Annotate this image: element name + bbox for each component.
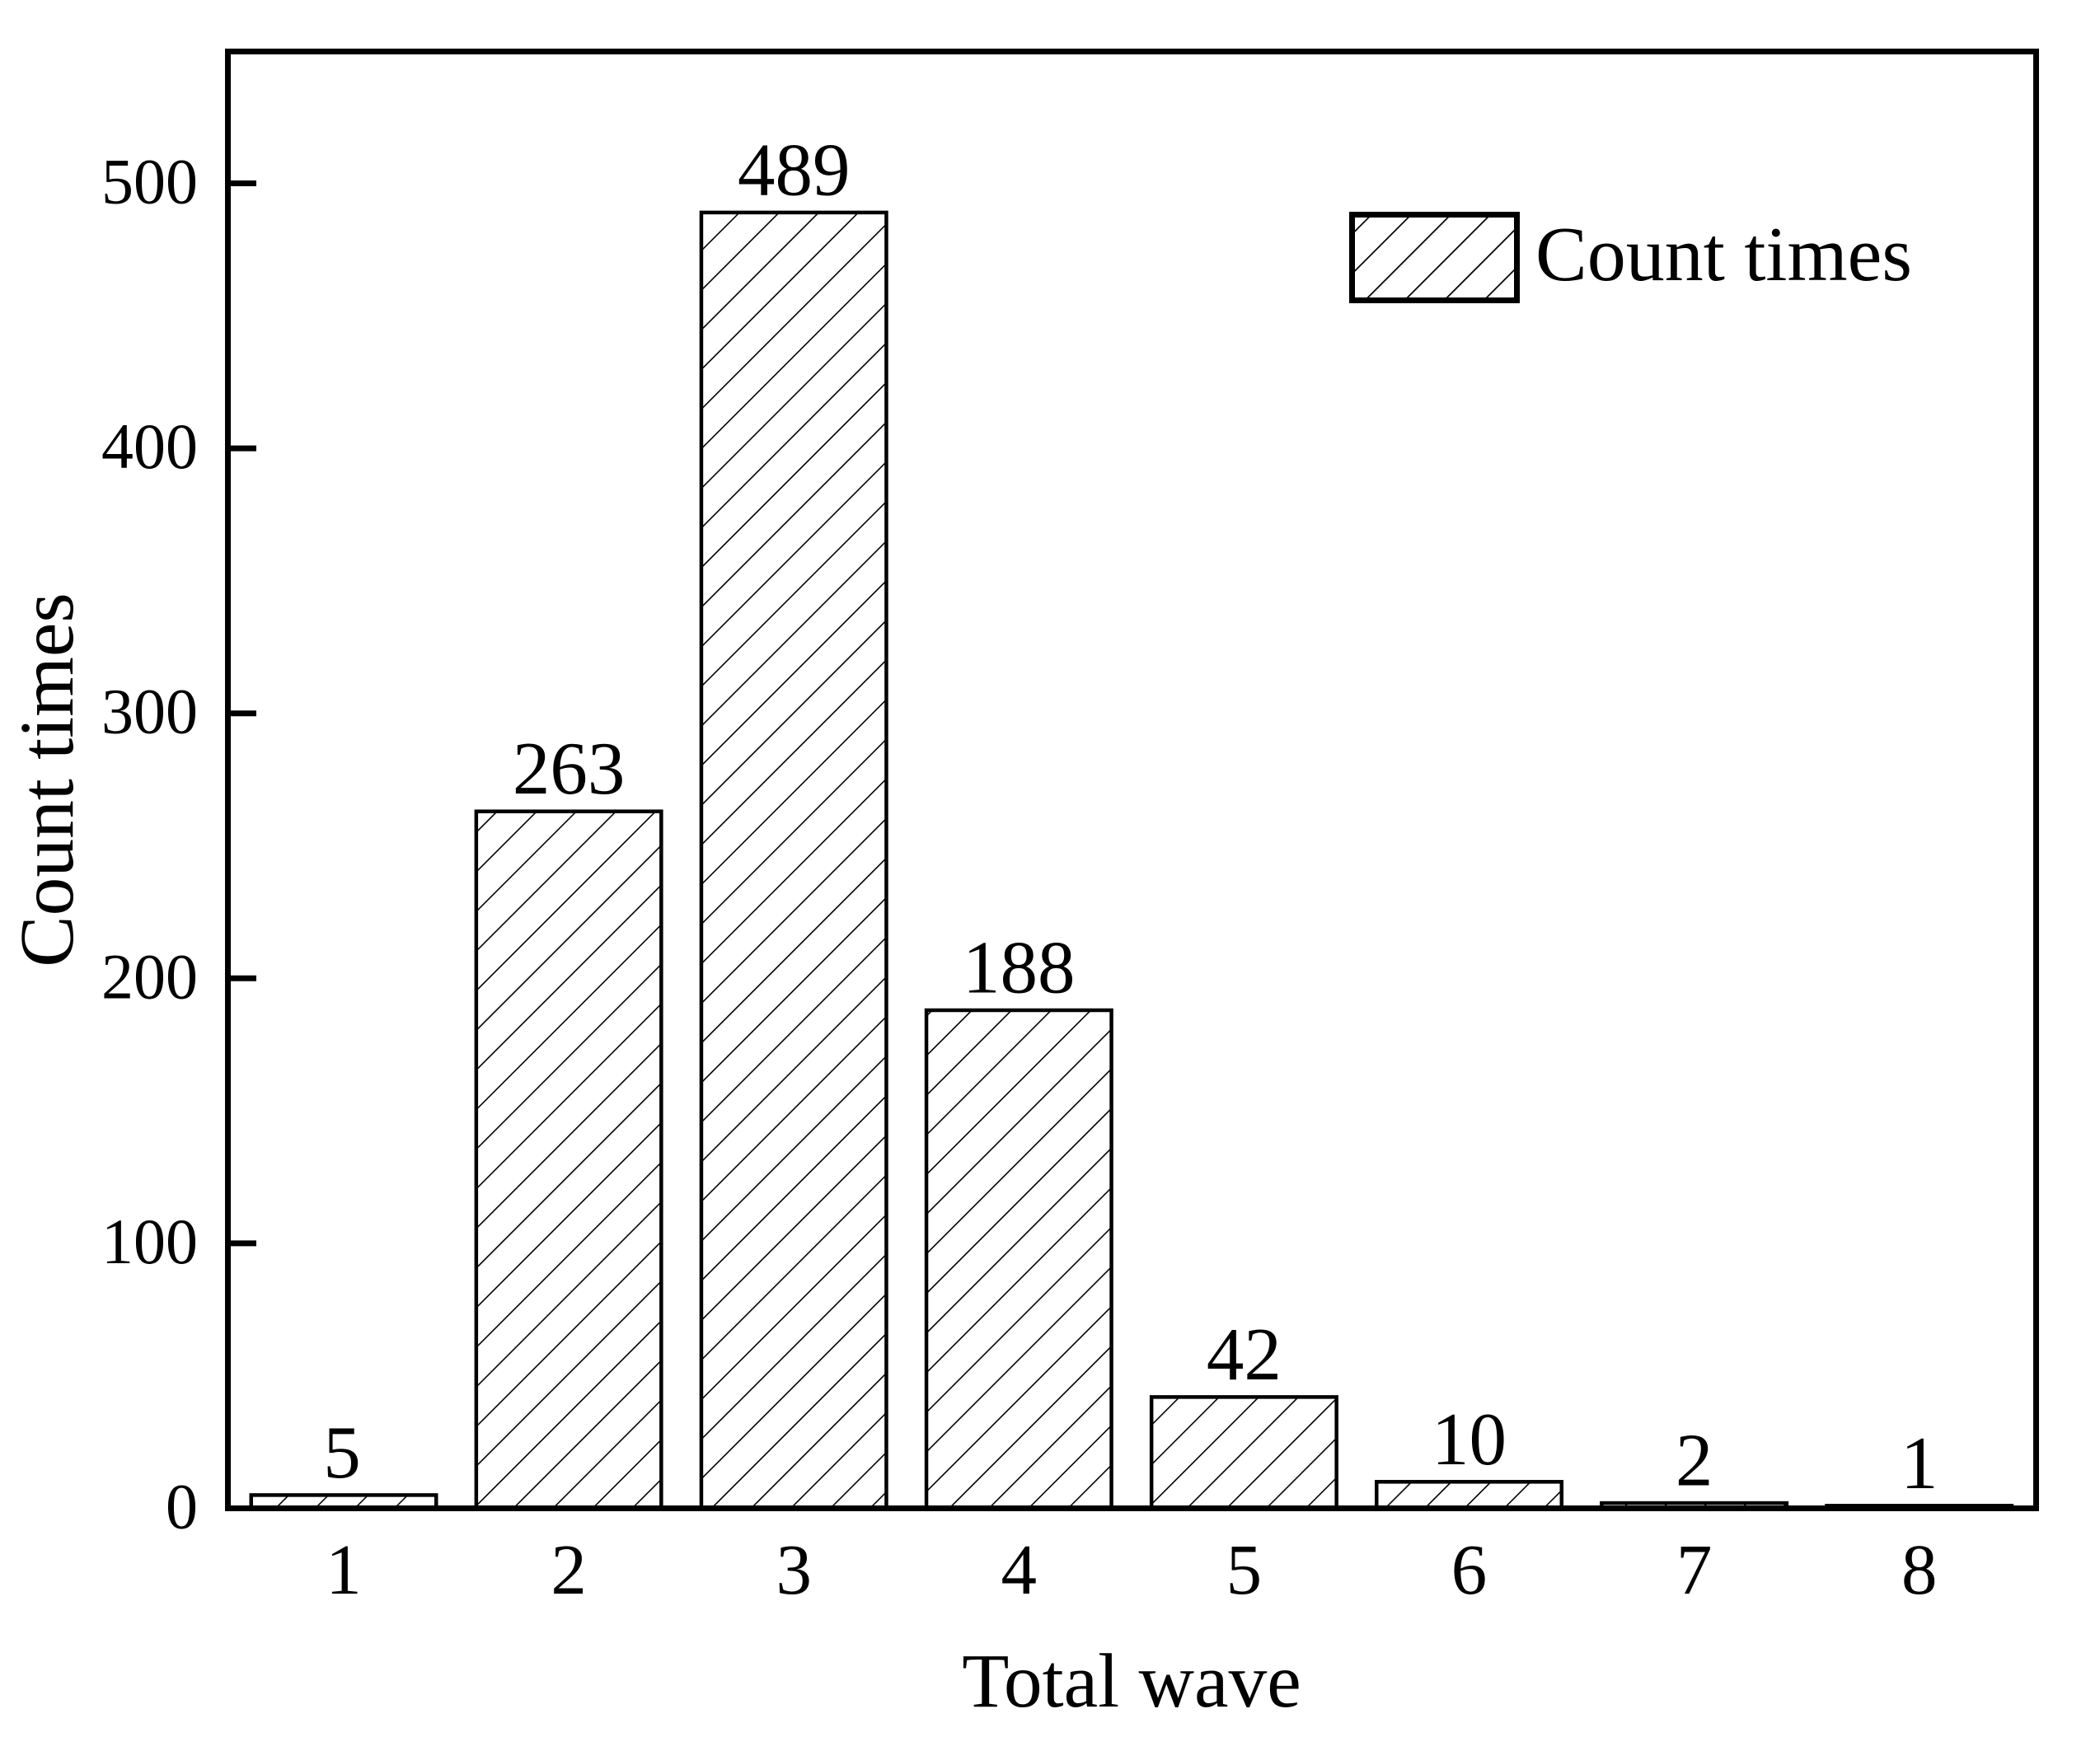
svg-text:10: 10 bbox=[1432, 1398, 1507, 1481]
svg-text:5: 5 bbox=[323, 1411, 361, 1494]
svg-text:42: 42 bbox=[1207, 1313, 1282, 1396]
svg-text:1: 1 bbox=[1901, 1421, 1938, 1505]
svg-text:200: 200 bbox=[101, 940, 198, 1012]
svg-text:300: 300 bbox=[101, 676, 198, 747]
svg-text:500: 500 bbox=[101, 146, 198, 218]
svg-text:Total wave: Total wave bbox=[962, 1639, 1301, 1724]
svg-text:188: 188 bbox=[963, 926, 1076, 1009]
svg-text:6: 6 bbox=[1451, 1529, 1488, 1609]
svg-text:2: 2 bbox=[1676, 1419, 1713, 1502]
svg-text:Count times: Count times bbox=[1535, 212, 1912, 297]
svg-text:7: 7 bbox=[1676, 1529, 1713, 1609]
svg-text:1: 1 bbox=[326, 1529, 362, 1609]
svg-text:8: 8 bbox=[1901, 1529, 1938, 1609]
svg-text:0: 0 bbox=[166, 1471, 198, 1543]
svg-text:4: 4 bbox=[1001, 1529, 1038, 1609]
svg-text:5: 5 bbox=[1226, 1529, 1263, 1609]
svg-text:400: 400 bbox=[101, 410, 198, 482]
svg-text:2: 2 bbox=[551, 1529, 587, 1609]
svg-text:Count times: Count times bbox=[5, 592, 90, 967]
svg-text:489: 489 bbox=[738, 128, 851, 211]
svg-text:100: 100 bbox=[101, 1206, 198, 1277]
svg-text:263: 263 bbox=[513, 727, 626, 810]
svg-text:3: 3 bbox=[776, 1529, 812, 1609]
